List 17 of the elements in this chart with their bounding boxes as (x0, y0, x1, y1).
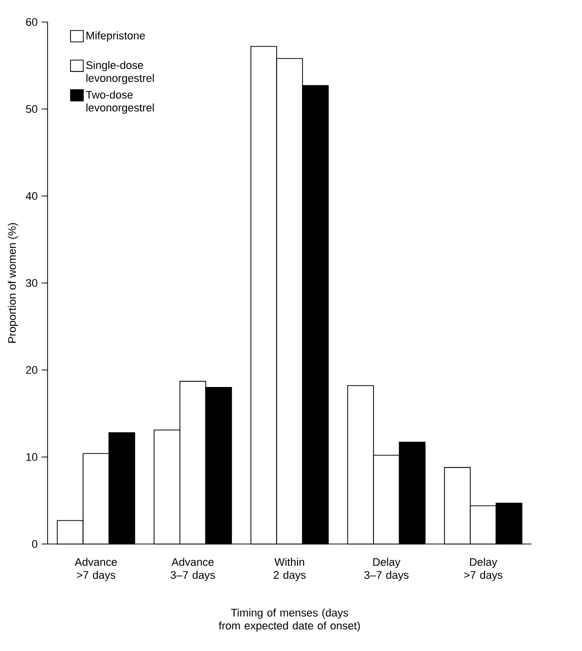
legend-label: Two-dose levonorgestrel (86, 90, 154, 114)
x-tick-label: Within 2 days (274, 558, 306, 582)
x-tick-label: Advance 3–7 days (170, 558, 215, 582)
x-tick-label: Delay >7 days (464, 558, 502, 582)
y-tick-label: 30 (26, 279, 38, 287)
y-axis-title: Proportion of women (%) (8, 223, 18, 343)
y-tick-label: 50 (26, 105, 38, 113)
x-axis-title: Timing of menses (days from expected date of onset) (218, 608, 360, 632)
y-tick-label: 0 (32, 540, 38, 548)
legend-label: Mifepristone (86, 31, 145, 42)
y-tick-label: 60 (26, 18, 38, 26)
x-tick-label: Advance >7 days (74, 558, 117, 582)
y-tick-label: 20 (26, 366, 38, 374)
y-tick-label: 40 (26, 192, 38, 200)
legend-label: Single-dose levonorgestrel (86, 60, 154, 84)
x-tick-label: Delay 3–7 days (364, 558, 409, 582)
y-tick-label: 10 (26, 453, 38, 461)
